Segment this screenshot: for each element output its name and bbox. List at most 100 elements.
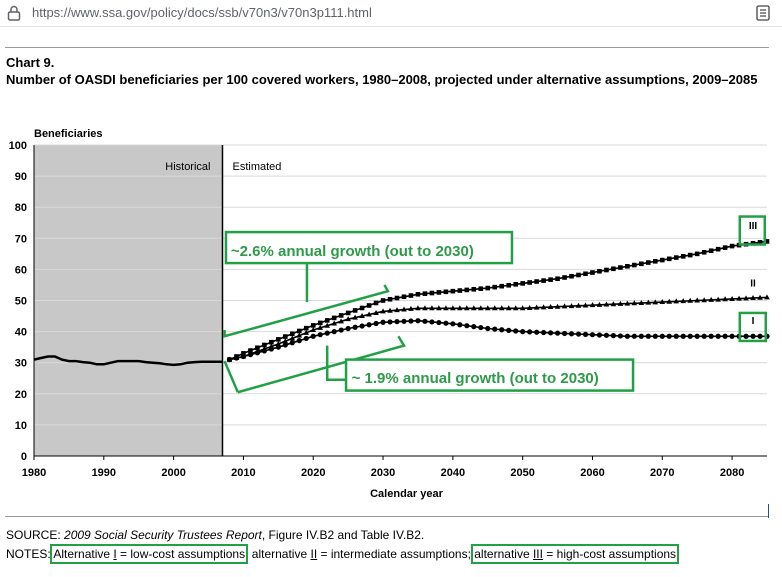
x-tick-label: 2060 xyxy=(580,467,604,479)
marker-iii xyxy=(492,284,498,290)
source-report[interactable]: 2009 Social Security Trustees Report xyxy=(64,528,262,542)
marker-iii xyxy=(541,278,546,283)
marker-i xyxy=(275,344,281,350)
marker-ii xyxy=(596,301,603,307)
note-alt-i-num: I xyxy=(113,547,117,561)
y-tick-label: 30 xyxy=(15,358,27,370)
marker-ii xyxy=(715,296,721,302)
note-alt-ii-desc: = intermediate assumptions xyxy=(317,547,468,561)
marker-ii xyxy=(694,297,700,303)
page-url[interactable]: https://www.ssa.gov/policy/docs/ssb/v70n… xyxy=(32,5,372,20)
marker-ii xyxy=(680,298,687,304)
marker-i xyxy=(575,331,582,337)
marker-iii xyxy=(429,290,435,296)
marker-ii xyxy=(568,303,575,309)
marker-i xyxy=(485,325,491,332)
marker-ii xyxy=(387,307,393,313)
marker-i xyxy=(673,333,679,339)
marker-i xyxy=(596,332,603,338)
marker-i xyxy=(338,327,344,333)
marker-iii xyxy=(680,254,686,259)
marker-i xyxy=(464,323,470,329)
marker-iii xyxy=(646,260,651,265)
marker-i xyxy=(408,318,414,324)
marker-ii xyxy=(436,305,442,311)
marker-iii xyxy=(632,262,637,268)
marker-i xyxy=(240,353,247,360)
marker-ii xyxy=(282,338,289,344)
lock-icon xyxy=(7,5,21,21)
marker-i xyxy=(687,333,693,339)
marker-ii xyxy=(359,313,365,319)
reader-view-icon[interactable] xyxy=(756,5,770,21)
marker-ii xyxy=(464,305,470,311)
marker-ii xyxy=(324,322,330,328)
y-tick-label: 80 xyxy=(15,202,27,214)
scroll-marker xyxy=(768,504,769,518)
marker-ii xyxy=(512,305,519,311)
y-tick-label: 100 xyxy=(9,140,27,152)
marker-ii xyxy=(450,305,456,311)
marker-i xyxy=(506,327,512,333)
marker-ii xyxy=(380,308,386,314)
annotation-lower: ~ 1.9% annual growth (out to 2030) xyxy=(352,370,599,387)
marker-i xyxy=(359,323,365,329)
marker-i xyxy=(589,332,596,338)
marker-iii xyxy=(722,245,728,250)
marker-i xyxy=(694,333,700,339)
y-tick-label: 0 xyxy=(21,451,27,463)
note-alt-i-desc: = low-cost assumptions xyxy=(116,547,246,561)
note-alt-i: Alternative I = low-cost assumptions xyxy=(50,544,249,564)
marker-iii xyxy=(422,291,428,296)
marker-iii xyxy=(590,270,595,275)
marker-iii xyxy=(555,276,560,282)
marker-iii xyxy=(380,298,386,303)
marker-ii xyxy=(422,305,428,311)
marker-iii xyxy=(659,257,665,263)
marker-ii xyxy=(471,305,477,311)
marker-ii xyxy=(652,299,659,305)
marker-i xyxy=(233,355,240,361)
marker-iii xyxy=(303,325,309,331)
annotation-box-lower xyxy=(344,358,635,392)
x-tick-label: 2070 xyxy=(650,467,674,479)
browser-url-bar[interactable]: https://www.ssa.gov/policy/docs/ssb/v70n… xyxy=(0,0,782,27)
marker-iii xyxy=(673,255,679,260)
marker-ii xyxy=(540,304,547,310)
marker-i xyxy=(743,333,749,339)
marker-iii xyxy=(255,345,260,351)
marker-ii xyxy=(345,316,351,322)
marker-iii xyxy=(506,282,512,288)
marker-iii xyxy=(750,240,756,246)
y-tick-label: 10 xyxy=(15,420,27,432)
x-axis-label: Calendar year xyxy=(370,488,443,500)
marker-ii xyxy=(457,305,463,311)
marker-ii xyxy=(638,299,645,305)
marker-iii xyxy=(269,339,274,345)
marker-iii xyxy=(583,271,588,277)
marker-iii xyxy=(701,249,707,255)
marker-i xyxy=(366,322,372,328)
marker-iii xyxy=(757,240,763,245)
marker-ii xyxy=(610,301,617,307)
marker-ii xyxy=(498,305,505,311)
marker-i xyxy=(582,331,589,337)
marker-i xyxy=(534,329,540,335)
marker-i xyxy=(708,333,714,339)
marker-ii xyxy=(743,295,749,301)
note-alt-ii-text: alternative xyxy=(251,547,311,561)
bracket-lower xyxy=(237,335,406,394)
marker-i xyxy=(415,318,421,324)
marker-i xyxy=(478,324,484,331)
x-tick-label: 2000 xyxy=(161,467,185,479)
x-tick-label: 2080 xyxy=(720,467,744,479)
series-line-ii xyxy=(229,296,768,361)
marker-i xyxy=(457,322,463,328)
marker-iii xyxy=(436,290,442,295)
marker-iii xyxy=(618,265,623,270)
notes-prefix: NOTES: xyxy=(6,547,54,561)
marker-i xyxy=(310,333,316,339)
marker-iii xyxy=(283,334,288,339)
marker-ii xyxy=(701,297,707,303)
marker-iii xyxy=(276,337,281,342)
